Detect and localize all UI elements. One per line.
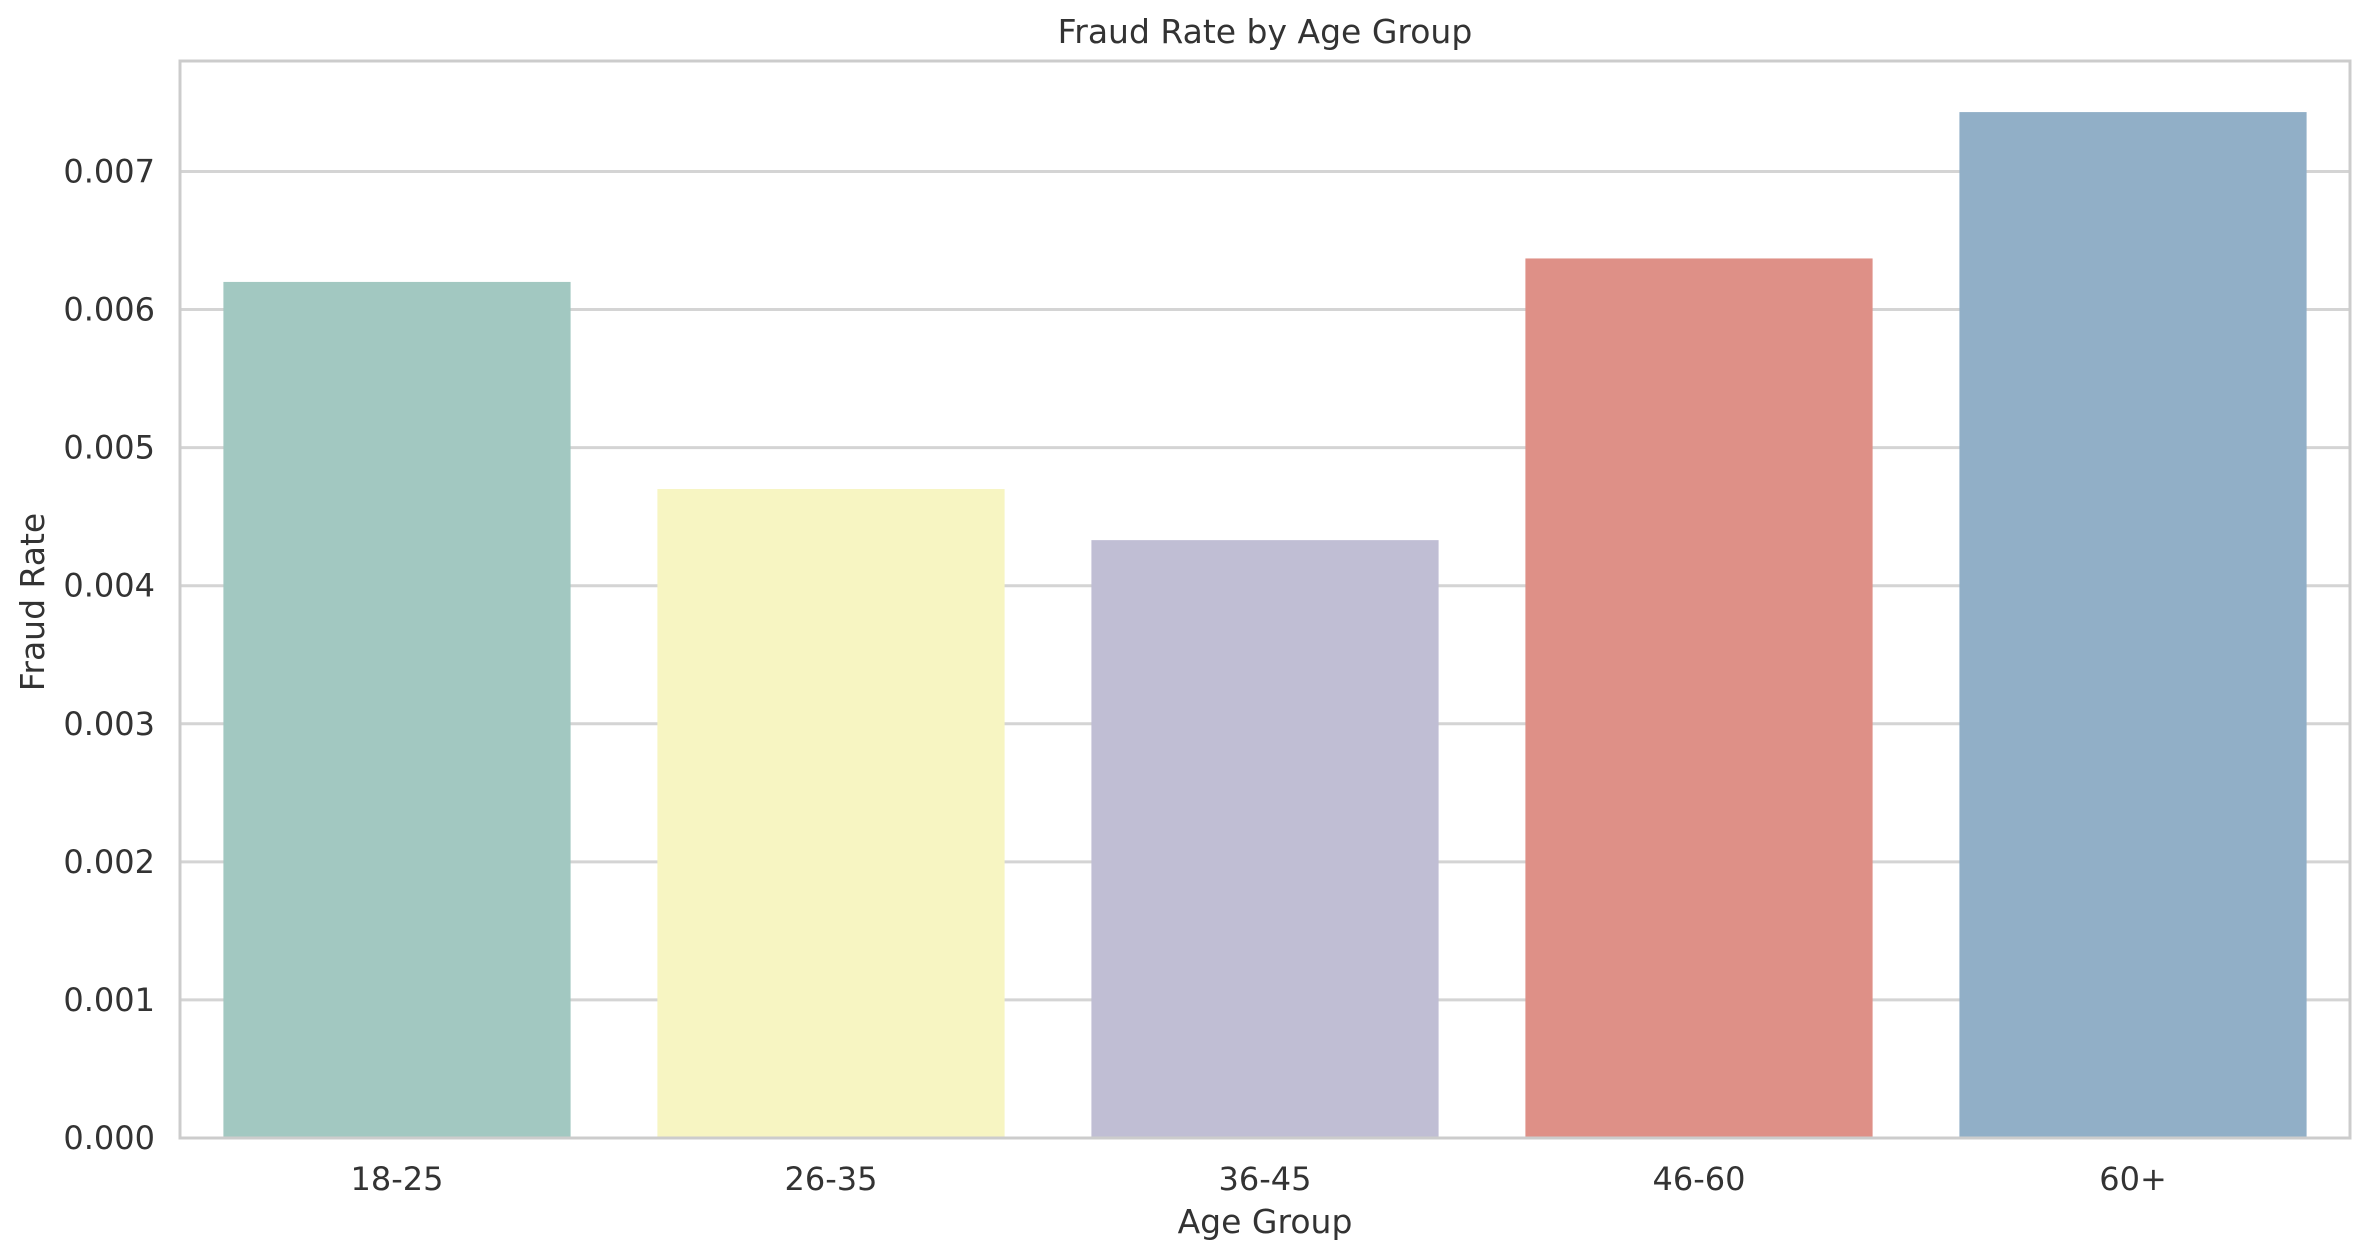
plot-area-frame [178, 59, 2352, 1140]
y-tick-label: 0.000 [63, 1119, 155, 1157]
y-tick-label: 0.002 [63, 843, 155, 881]
x-tick-label: 26-35 [785, 1160, 878, 1198]
x-axis-label: Age Group [1178, 1202, 1353, 1241]
bar-36-45 [1091, 540, 1439, 1138]
y-axis-label: Fraud Rate [13, 513, 52, 691]
y-tick-label: 0.007 [63, 152, 155, 190]
bar-46-60 [1525, 258, 1873, 1138]
chart-title: Fraud Rate by Age Group [1058, 12, 1473, 51]
bar-26-35 [657, 489, 1005, 1138]
x-tick-label: 60+ [2099, 1160, 2167, 1198]
x-tick-label: 18-25 [351, 1160, 444, 1198]
y-axis-ticks: 0.000 0.001 0.002 0.003 0.004 0.005 0.006 0.007 [63, 152, 155, 1157]
bar-60+ [1959, 112, 2307, 1138]
y-tick-label: 0.006 [63, 291, 155, 329]
x-tick-label: 46-60 [1653, 1160, 1746, 1198]
y-tick-label: 0.001 [63, 981, 155, 1019]
y-tick-label: 0.005 [63, 429, 155, 467]
x-tick-label: 36-45 [1219, 1160, 1312, 1198]
bar-18-25 [223, 281, 571, 1138]
x-axis-ticks: 18-25 26-35 36-45 46-60 60+ [351, 1160, 2167, 1198]
y-tick-label: 0.004 [63, 567, 155, 605]
y-tick-label: 0.003 [63, 705, 155, 743]
bars-layer [223, 112, 2307, 1138]
